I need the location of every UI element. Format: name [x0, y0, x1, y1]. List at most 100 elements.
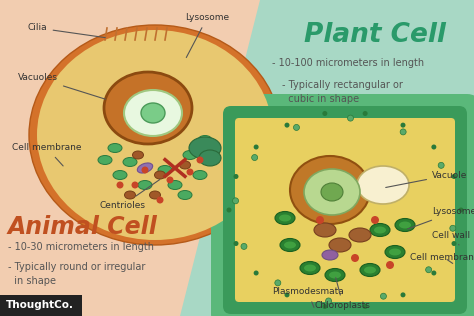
Ellipse shape [364, 266, 376, 274]
Text: Vacuoles: Vacuoles [18, 74, 105, 99]
Ellipse shape [198, 136, 212, 144]
Ellipse shape [431, 270, 437, 276]
Ellipse shape [290, 156, 370, 224]
Ellipse shape [254, 144, 259, 149]
Ellipse shape [399, 222, 411, 228]
Ellipse shape [180, 161, 191, 169]
Text: in shape: in shape [8, 276, 56, 286]
Ellipse shape [275, 211, 295, 224]
Ellipse shape [98, 155, 112, 165]
Text: Cilia: Cilia [28, 23, 105, 38]
Text: Cell wall: Cell wall [432, 230, 470, 245]
Ellipse shape [252, 155, 258, 161]
Ellipse shape [458, 208, 464, 212]
Ellipse shape [438, 162, 444, 168]
Ellipse shape [123, 157, 137, 167]
Ellipse shape [104, 72, 192, 144]
Ellipse shape [113, 171, 127, 179]
Ellipse shape [142, 167, 148, 173]
Ellipse shape [141, 103, 165, 123]
FancyBboxPatch shape [223, 106, 467, 314]
Ellipse shape [300, 262, 320, 275]
Ellipse shape [370, 223, 390, 236]
Ellipse shape [37, 30, 273, 240]
Ellipse shape [133, 151, 144, 159]
Text: - Typically round or irregular: - Typically round or irregular [8, 262, 146, 272]
Ellipse shape [401, 123, 405, 128]
Text: - Typically rectangular or: - Typically rectangular or [282, 80, 403, 90]
Ellipse shape [284, 241, 296, 248]
Ellipse shape [108, 143, 122, 153]
Ellipse shape [389, 248, 401, 256]
Ellipse shape [199, 150, 221, 166]
Text: Vacuole: Vacuole [386, 171, 467, 187]
FancyBboxPatch shape [235, 118, 455, 302]
Ellipse shape [149, 191, 161, 199]
Ellipse shape [241, 243, 247, 249]
FancyBboxPatch shape [211, 94, 474, 316]
Ellipse shape [431, 144, 437, 149]
Ellipse shape [357, 166, 409, 204]
Ellipse shape [386, 261, 394, 269]
Ellipse shape [29, 25, 281, 245]
Ellipse shape [395, 218, 415, 232]
Bar [0, 295, 82, 316]
Ellipse shape [371, 216, 379, 224]
Ellipse shape [450, 225, 456, 231]
Ellipse shape [168, 180, 182, 190]
Ellipse shape [316, 216, 324, 224]
Ellipse shape [363, 304, 368, 309]
Text: Centrioles: Centrioles [100, 179, 160, 210]
Text: Plant Cell: Plant Cell [304, 22, 446, 48]
Ellipse shape [304, 264, 316, 271]
Ellipse shape [322, 250, 338, 260]
Text: - 10-30 micrometers in length: - 10-30 micrometers in length [8, 242, 154, 252]
Ellipse shape [360, 264, 380, 276]
Ellipse shape [401, 292, 405, 297]
Text: Plasmodesmata: Plasmodesmata [272, 288, 344, 307]
Ellipse shape [193, 171, 207, 179]
Ellipse shape [197, 156, 203, 163]
Ellipse shape [275, 280, 281, 286]
Ellipse shape [381, 293, 386, 299]
Ellipse shape [189, 137, 221, 159]
Ellipse shape [125, 191, 136, 199]
Text: Cell membrane: Cell membrane [12, 143, 82, 166]
Ellipse shape [183, 150, 197, 160]
Ellipse shape [363, 111, 368, 116]
Ellipse shape [234, 174, 238, 179]
Ellipse shape [155, 171, 165, 179]
Ellipse shape [326, 298, 331, 304]
Ellipse shape [186, 168, 193, 175]
Text: Lysosome: Lysosome [185, 14, 229, 58]
Ellipse shape [322, 111, 328, 116]
Ellipse shape [374, 227, 386, 234]
Ellipse shape [233, 198, 238, 204]
Ellipse shape [452, 241, 456, 246]
Text: Lysosome: Lysosome [408, 208, 474, 229]
Ellipse shape [280, 239, 300, 252]
Ellipse shape [156, 197, 164, 204]
Ellipse shape [304, 169, 360, 215]
Ellipse shape [329, 238, 351, 252]
Ellipse shape [137, 163, 153, 173]
Text: ThoughtCo.: ThoughtCo. [6, 300, 74, 310]
Ellipse shape [178, 191, 192, 199]
Text: Cell membrane: Cell membrane [410, 253, 474, 264]
Ellipse shape [158, 166, 172, 174]
Ellipse shape [138, 180, 152, 190]
Text: cubic in shape: cubic in shape [282, 94, 359, 104]
Ellipse shape [293, 125, 300, 131]
Ellipse shape [400, 129, 406, 135]
Ellipse shape [329, 271, 341, 278]
Ellipse shape [124, 90, 182, 136]
Ellipse shape [234, 241, 238, 246]
Ellipse shape [351, 254, 359, 262]
Ellipse shape [314, 223, 336, 237]
Text: - 10-100 micrometers in length: - 10-100 micrometers in length [272, 58, 424, 68]
Polygon shape [180, 0, 474, 316]
Ellipse shape [452, 174, 456, 179]
Ellipse shape [254, 270, 259, 276]
Ellipse shape [322, 304, 328, 309]
Ellipse shape [117, 181, 124, 189]
